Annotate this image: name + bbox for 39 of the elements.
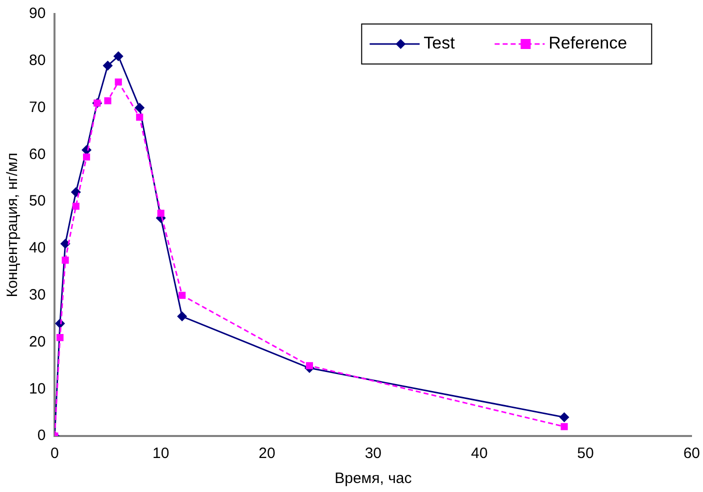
point	[102, 60, 113, 71]
y-tick-label: 30	[28, 286, 46, 304]
y-axis-title: Концентрация, нг/мл	[4, 152, 22, 298]
point	[306, 362, 314, 370]
y-tick-label: 10	[28, 380, 46, 398]
y-tick-label: 20	[28, 333, 46, 350]
point	[113, 51, 124, 62]
point	[83, 153, 90, 161]
y-tick-label: 70	[28, 98, 46, 116]
point	[62, 256, 69, 264]
legend-label: Reference	[548, 34, 628, 53]
y-tick-label: 50	[28, 192, 46, 210]
point	[178, 292, 186, 299]
point	[60, 238, 70, 249]
point	[157, 210, 164, 217]
x-axis-title: Время, час	[334, 470, 412, 488]
point	[177, 311, 188, 322]
point	[134, 102, 145, 113]
point	[114, 78, 122, 86]
point	[559, 412, 570, 422]
point	[104, 97, 112, 104]
y-tick-label: 40	[28, 240, 46, 257]
x-tick-label: 0	[50, 445, 59, 462]
x-tick-label: 30	[364, 445, 382, 462]
x-tick-label: 10	[152, 445, 170, 462]
point	[136, 114, 144, 121]
x-tick-label: 60	[683, 445, 700, 462]
x-tick-label: 50	[577, 445, 594, 462]
x-tick-label: 20	[258, 445, 276, 462]
point	[56, 334, 64, 342]
y-tick-label: 90	[28, 5, 46, 22]
y-tick-label: 80	[28, 52, 46, 70]
y-tick-label: 0	[37, 427, 46, 444]
legend-label: Test	[424, 34, 456, 53]
x-tick-label: 40	[470, 445, 488, 462]
point	[560, 423, 568, 430]
point	[72, 202, 80, 210]
point	[70, 187, 81, 198]
y-tick-label: 60	[28, 146, 46, 163]
